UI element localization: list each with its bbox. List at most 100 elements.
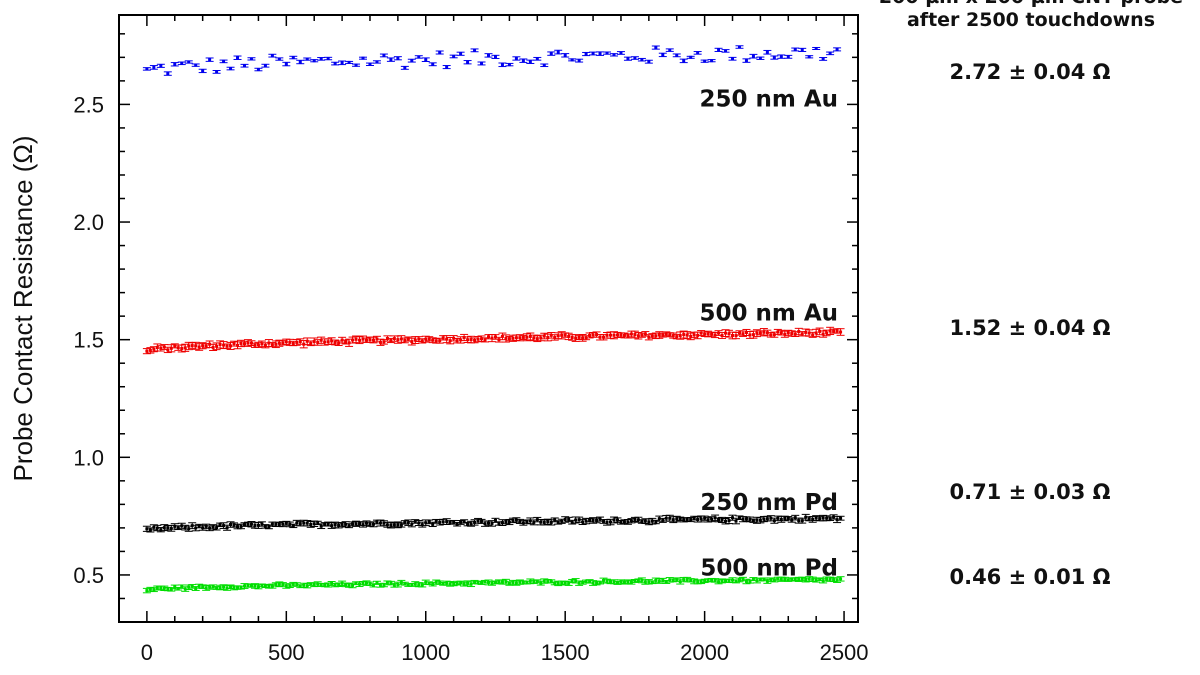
point-marker: [710, 332, 714, 336]
point-marker: [256, 343, 260, 347]
data-point: [268, 342, 277, 348]
point-marker: [337, 524, 341, 528]
point-marker: [493, 518, 497, 522]
point-marker: [563, 333, 567, 337]
point-marker: [291, 56, 295, 60]
point-marker: [288, 340, 292, 344]
value-500nm-pd: 0.46 ± 0.01 Ω: [949, 565, 1111, 589]
point-marker: [828, 51, 832, 55]
point-marker: [549, 579, 553, 583]
data-point: [540, 63, 549, 68]
point-marker: [431, 338, 435, 342]
point-marker: [375, 520, 379, 524]
point-marker: [650, 519, 654, 523]
point-marker: [347, 583, 351, 587]
data-point: [170, 62, 179, 67]
point-marker: [807, 577, 811, 581]
point-marker: [835, 578, 839, 582]
point-marker: [605, 51, 609, 55]
point-marker: [277, 57, 281, 61]
data-point: [209, 343, 218, 351]
data-point: [191, 63, 200, 67]
point-marker: [737, 331, 741, 335]
point-marker: [368, 62, 372, 66]
point-marker: [619, 333, 623, 337]
point-marker: [277, 582, 281, 586]
data-point: [721, 49, 730, 53]
point-marker: [724, 331, 728, 335]
point-marker: [417, 521, 421, 525]
point-marker: [487, 580, 490, 584]
point-marker: [169, 526, 173, 530]
point-marker: [553, 518, 557, 522]
point-marker: [406, 337, 410, 341]
point-marker: [751, 519, 755, 523]
point-marker: [312, 583, 316, 587]
plot-frame: [118, 14, 859, 623]
point-marker: [647, 335, 651, 339]
point-marker: [256, 523, 260, 527]
point-marker: [779, 577, 783, 581]
point-marker: [260, 342, 264, 346]
point-marker: [424, 337, 428, 341]
point-marker: [166, 72, 170, 76]
point-marker: [811, 577, 815, 581]
data-point: [554, 49, 563, 55]
point-marker: [731, 333, 735, 337]
point-marker: [748, 333, 752, 337]
point-marker: [647, 60, 651, 64]
point-marker: [706, 518, 710, 522]
point-marker: [194, 344, 198, 348]
point-marker: [399, 337, 403, 341]
point-marker: [215, 526, 219, 530]
point-marker: [664, 332, 668, 336]
point-marker: [385, 523, 389, 527]
point-marker: [364, 521, 368, 525]
point-marker: [469, 338, 473, 342]
point-marker: [800, 519, 804, 523]
point-marker: [480, 337, 484, 341]
point-marker: [452, 54, 456, 58]
point-marker: [364, 581, 368, 585]
point-marker: [382, 340, 386, 344]
point-marker: [525, 335, 529, 339]
point-marker: [166, 348, 170, 352]
point-marker: [629, 332, 633, 336]
point-marker: [441, 520, 445, 524]
point-marker: [588, 579, 592, 583]
point-marker: [316, 521, 320, 525]
point-marker: [204, 524, 208, 528]
point-marker: [696, 51, 700, 55]
point-marker: [354, 337, 358, 341]
point-marker: [675, 335, 679, 339]
point-marker: [487, 521, 490, 525]
data-point: [275, 57, 284, 61]
point-marker: [375, 60, 379, 64]
point-marker: [619, 520, 623, 524]
point-marker: [434, 580, 438, 584]
point-marker: [218, 586, 222, 590]
point-marker: [201, 69, 205, 73]
point-marker: [385, 581, 389, 585]
point-marker: [344, 583, 348, 587]
point-marker: [473, 48, 477, 52]
point-marker: [609, 333, 613, 337]
data-point: [352, 63, 361, 67]
point-marker: [298, 340, 302, 344]
point-marker: [786, 578, 790, 582]
point-marker: [236, 343, 240, 347]
point-marker: [326, 340, 330, 344]
data-point: [184, 60, 193, 64]
point-marker: [145, 67, 149, 71]
data-point: [665, 48, 674, 52]
data-point: [414, 520, 423, 526]
point-marker: [786, 55, 790, 59]
point-marker: [232, 586, 236, 590]
point-marker: [148, 587, 152, 591]
data-point: [561, 53, 570, 58]
y-tick-label: 1.0: [73, 445, 104, 470]
point-marker: [459, 520, 463, 524]
point-marker: [392, 523, 396, 527]
data-point: [505, 62, 514, 67]
point-marker: [717, 48, 721, 52]
